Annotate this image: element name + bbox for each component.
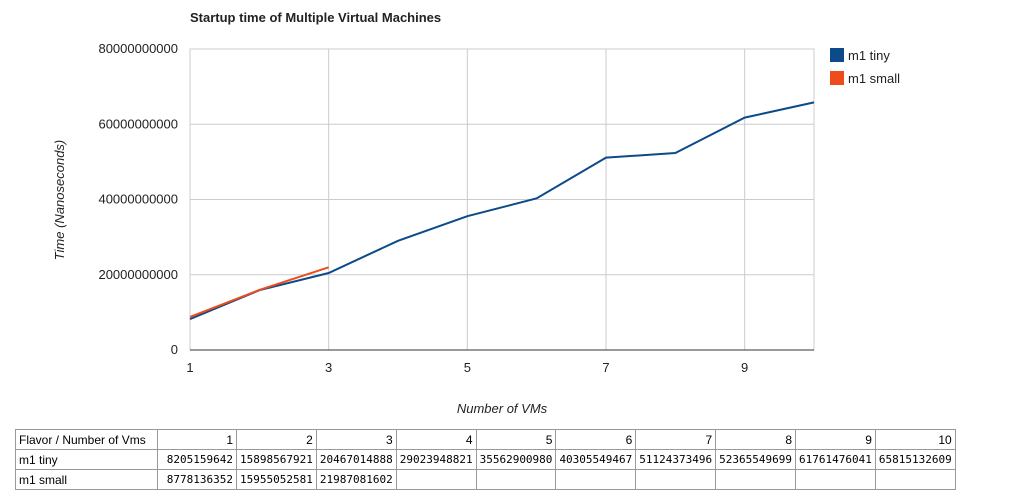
table-cell <box>715 469 797 490</box>
table-cell: 65815132609 <box>874 449 956 470</box>
table-cell: 29023948821 <box>395 449 477 470</box>
table-cell: 10 <box>874 429 956 450</box>
x-tick-label: 1 <box>186 360 193 375</box>
table-cell: 1 <box>157 429 237 450</box>
table-row: m1 tiny 8205159642 15898567921 20467014888 2… <box>15 449 956 470</box>
table-row: m1 small 8778136352 15955052581 21987081602 <box>15 469 956 490</box>
table-cell: 5 <box>475 429 557 450</box>
y-tick-label: 80000000000 <box>98 41 178 56</box>
x-axis-title: Number of VMs <box>457 401 548 416</box>
table-cell: 20467014888 <box>315 449 397 470</box>
table-cell: 8778136352 <box>157 469 237 490</box>
y-tick-label: 40000000000 <box>98 192 178 207</box>
data-table: Flavor / Number of Vms 1 2 3 4 5 6 7 8 9 10 m1 tiny… <box>15 429 956 490</box>
table-cell: 51124373496 <box>635 449 717 470</box>
table-cell: 4 <box>395 429 477 450</box>
x-tick-label: 7 <box>602 360 609 375</box>
table-cell: 3 <box>315 429 397 450</box>
chart-title: Startup time of Multiple Virtual Machine… <box>190 10 441 25</box>
table-cell: 15955052581 <box>236 469 317 490</box>
y-tick-label: 20000000000 <box>98 267 178 282</box>
table-cell: 8 <box>715 429 797 450</box>
table-cell <box>874 469 956 490</box>
x-tick-label: 3 <box>325 360 332 375</box>
chart: Startup time of Multiple Virtual Machine… <box>52 10 900 416</box>
x-tick-label: 5 <box>464 360 471 375</box>
table-cell: 15898567921 <box>236 449 317 470</box>
table-row: Flavor / Number of Vms 1 2 3 4 5 6 7 8 9 10 <box>15 429 956 450</box>
table-cell <box>555 469 637 490</box>
legend-label: m1 tiny <box>848 48 890 63</box>
table-cell: 8205159642 <box>157 449 237 470</box>
legend-label: m1 small <box>848 71 900 86</box>
legend-swatch <box>830 48 844 62</box>
table-cell: 61761476041 <box>795 449 876 470</box>
table-cell: Flavor / Number of Vms <box>15 429 158 450</box>
y-tick-label: 0 <box>171 342 178 357</box>
x-tick-label: 9 <box>741 360 748 375</box>
table-cell <box>395 469 477 490</box>
table-cell: 21987081602 <box>315 469 397 490</box>
table-cell: 40305549467 <box>555 449 637 470</box>
series-line <box>189 101 815 321</box>
table-cell <box>475 469 557 490</box>
y-axis-title: Time (Nanoseconds) <box>52 140 67 261</box>
y-tick-label: 60000000000 <box>98 116 178 131</box>
table-cell: 7 <box>635 429 717 450</box>
table-cell: 52365549699 <box>715 449 797 470</box>
legend-swatch <box>830 71 844 85</box>
table-cell: m1 small <box>15 469 158 490</box>
table-cell: 2 <box>236 429 317 450</box>
table-cell <box>795 469 876 490</box>
table-cell: 9 <box>795 429 876 450</box>
table-cell: 35562900980 <box>475 449 557 470</box>
table-cell <box>635 469 717 490</box>
table-cell: 6 <box>555 429 637 450</box>
series-line <box>189 266 329 318</box>
table-cell: m1 tiny <box>15 449 158 470</box>
